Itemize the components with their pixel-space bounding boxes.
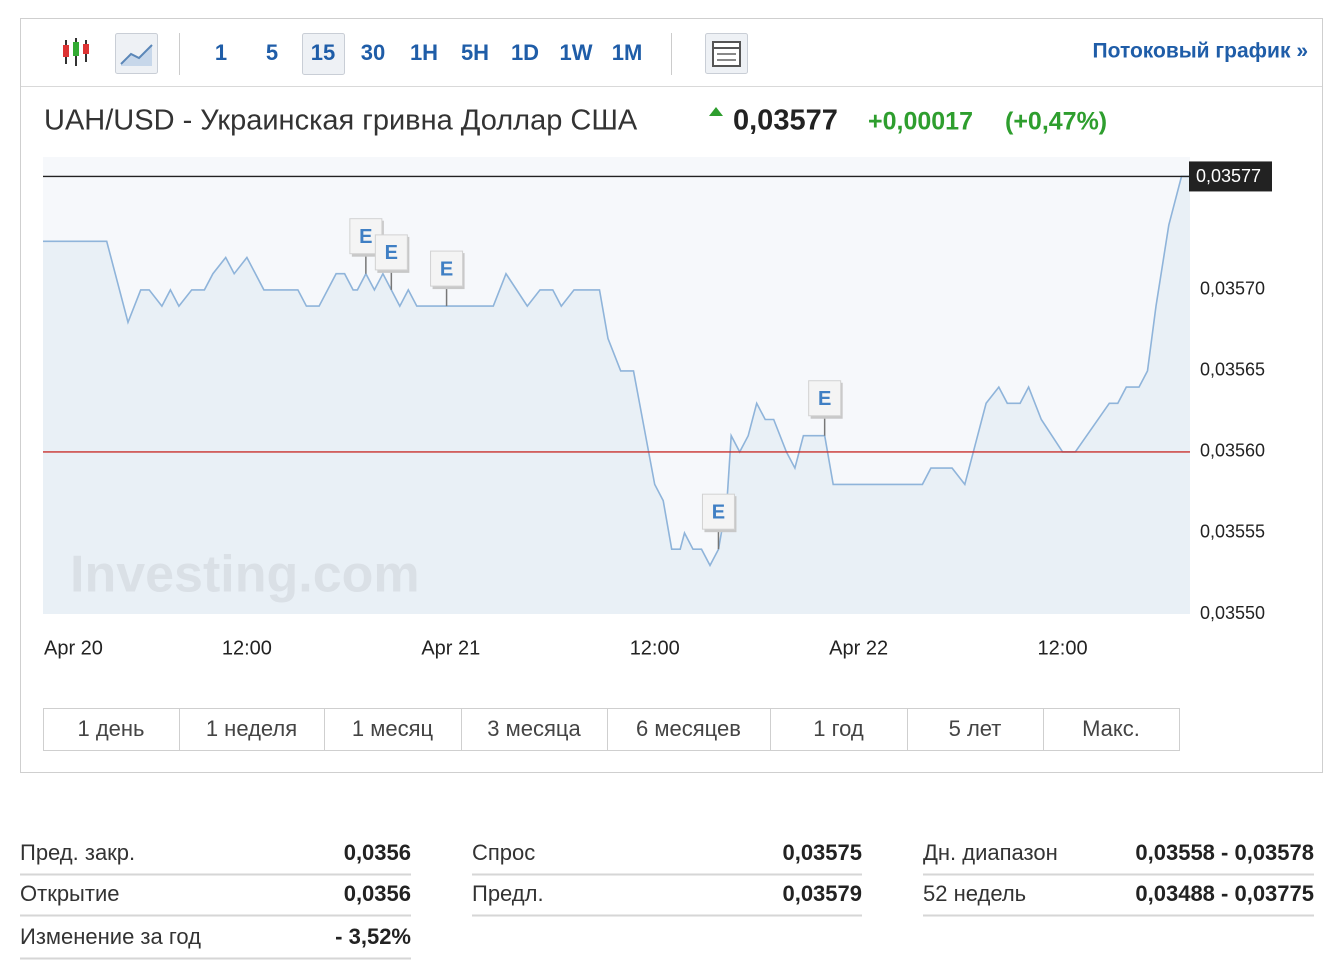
range-button[interactable] — [607, 708, 771, 751]
interval-button[interactable]: 1W — [560, 40, 593, 65]
price-line — [43, 175, 1190, 568]
range-label[interactable]: 1 день — [77, 716, 144, 741]
event-label: E — [712, 501, 725, 523]
x-tick-label: 12:00 — [1038, 637, 1088, 659]
x-tick-label: Apr 20 — [44, 637, 103, 659]
event-label: E — [440, 258, 453, 280]
interval-button[interactable]: 15 — [311, 40, 335, 65]
event-marker[interactable]: E — [374, 234, 410, 290]
event-label: E — [818, 388, 831, 410]
change: +0,00017 — [868, 108, 973, 136]
stat-value: - 3,52% — [335, 924, 411, 949]
range-button[interactable] — [179, 708, 325, 751]
stat-value: 0,03575 — [782, 840, 862, 865]
interval-button[interactable]: 1D — [511, 40, 539, 65]
event-marker[interactable]: E — [701, 493, 737, 550]
area-fill — [43, 176, 1190, 614]
event-marker[interactable]: E — [430, 250, 465, 307]
event-label: E — [385, 242, 398, 264]
interval-button[interactable]: 1 — [215, 40, 227, 65]
stat-value: 0,0356 — [344, 881, 411, 906]
range-button[interactable] — [770, 708, 908, 751]
event-box — [430, 250, 464, 287]
range-label[interactable]: 1 месяц — [352, 716, 434, 741]
stat-label: Спрос — [472, 840, 535, 865]
range-label[interactable]: 1 год — [813, 716, 864, 741]
interval-button[interactable]: 1H — [410, 40, 438, 65]
stat-label: Открытие — [20, 881, 119, 906]
stat-label: Пред. закр. — [20, 840, 135, 865]
interval-button[interactable]: 30 — [361, 40, 385, 65]
range-label[interactable]: 5 лет — [949, 716, 1002, 741]
stat-value: 0,03488 - 0,03775 — [1135, 881, 1314, 906]
y-tick-label: 0,03555 — [1200, 522, 1265, 542]
range-label[interactable]: 6 месяцев — [636, 716, 741, 741]
stat-value: 0,03558 - 0,03578 — [1135, 840, 1314, 865]
x-tick-label: 12:00 — [630, 637, 680, 659]
stat-value: 0,0356 — [344, 840, 411, 865]
event-marker[interactable]: E — [808, 380, 843, 436]
up-arrow — [709, 107, 723, 116]
range-button[interactable] — [461, 708, 608, 751]
x-tick-label: Apr 21 — [421, 637, 480, 659]
y-tick-label: 0,03570 — [1200, 279, 1265, 299]
selected-interval-box — [302, 33, 345, 75]
y-tick-label: 0,03565 — [1200, 360, 1265, 380]
last-price-box — [1189, 161, 1272, 192]
event-box — [701, 493, 735, 530]
event-label: E — [359, 226, 372, 248]
layout-icon[interactable] — [705, 33, 748, 74]
stat-value: 0,03579 — [782, 881, 862, 906]
event-box — [374, 234, 408, 271]
range-button[interactable] — [43, 708, 180, 751]
stat-label: 52 недель — [923, 881, 1026, 906]
y-tick-label: 0,03550 — [1200, 603, 1265, 623]
change-percent: (+0,47%) — [1005, 108, 1107, 136]
interval-button[interactable]: 5 — [266, 40, 278, 65]
stat-label: Дн. диапазон — [923, 840, 1058, 865]
x-tick-label: Apr 22 — [829, 637, 888, 659]
range-label[interactable]: Макс. — [1082, 716, 1140, 741]
last-price-label: 0,03577 — [1196, 166, 1261, 186]
instrument-title: UAH/USD - Украинская гривна Доллар США — [44, 105, 638, 137]
range-button[interactable] — [1043, 708, 1180, 751]
interval-button[interactable]: 5H — [461, 40, 489, 65]
stat-label: Предл. — [472, 881, 544, 906]
range-button[interactable] — [907, 708, 1044, 751]
event-box — [808, 380, 842, 417]
line-chart-icon[interactable] — [115, 33, 158, 74]
streaming-link[interactable]: Потоковый график » — [1093, 40, 1308, 63]
range-label[interactable]: 3 месяца — [487, 716, 581, 741]
range-label[interactable]: 1 неделя — [206, 716, 297, 741]
y-tick-label: 0,03560 — [1200, 441, 1265, 461]
price: 0,03577 — [733, 105, 838, 137]
interval-button[interactable]: 1M — [612, 40, 643, 65]
candlestick-icon[interactable] — [63, 38, 89, 66]
stat-label: Изменение за год — [20, 924, 201, 949]
x-tick-label: 12:00 — [222, 637, 272, 659]
